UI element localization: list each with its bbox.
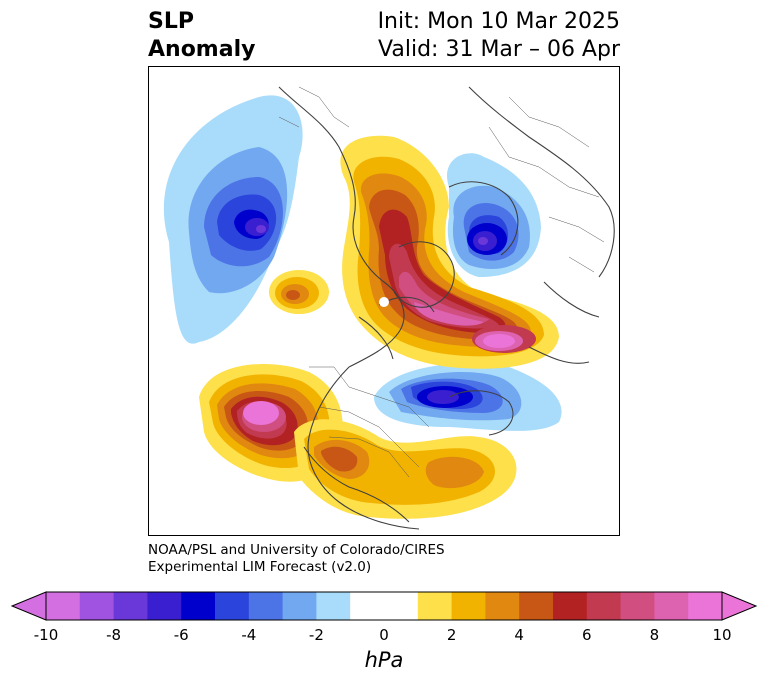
colorbar-extend-high <box>721 591 758 621</box>
colorbar-tick-label: 8 <box>649 626 660 644</box>
low-hudson <box>374 363 562 431</box>
low-europe <box>447 153 541 277</box>
colorbar-cell <box>654 592 689 620</box>
colorbar-cell <box>215 592 250 620</box>
colorbar-tick-label: 4 <box>514 626 524 644</box>
chart-title: SLP Anomaly <box>148 8 255 64</box>
credit-line1: NOAA/PSL and University of Colorado/CIRE… <box>148 542 445 558</box>
colorbar-tick-label: -10 <box>33 626 59 644</box>
colorbar-tick-label: 10 <box>712 626 732 644</box>
credit-text: NOAA/PSL and University of Colorado/CIRE… <box>148 542 445 576</box>
borders <box>278 86 605 478</box>
colorbar-cell <box>586 592 622 620</box>
colorbar-tick-label: -8 <box>106 626 122 644</box>
colorbar-cells <box>10 591 758 621</box>
low-pacific <box>163 95 303 344</box>
colorbar-cell <box>688 592 723 620</box>
colorbar-tick-label: 6 <box>582 626 592 644</box>
forecast-dates: Init: Mon 10 Mar 2025 Valid: 31 Mar – 06… <box>378 8 620 64</box>
colorbar-extend-low <box>10 591 47 621</box>
init-date: Init: Mon 10 Mar 2025 <box>377 9 620 34</box>
credit-line2: Experimental LIM Forecast (v2.0) <box>148 559 372 575</box>
colorbar-tick-label: 2 <box>446 626 457 644</box>
colorbar-cell <box>485 592 520 620</box>
colorbar-cell <box>553 592 588 620</box>
colorbar-cell <box>147 592 182 620</box>
colorbar-frame <box>45 591 723 621</box>
colorbar <box>10 591 758 621</box>
colorbar-cell <box>248 592 284 620</box>
colorbar-tick-label: -6 <box>173 626 189 644</box>
coastlines <box>278 86 615 530</box>
colorbar-cell <box>519 592 554 620</box>
colorbar-cell <box>181 592 216 620</box>
colorbar-cell <box>451 592 486 620</box>
high-small <box>269 270 329 314</box>
title-line1: SLP <box>148 9 194 34</box>
colorbar-tick-label: -4 <box>241 626 257 644</box>
colorbar-cell <box>316 592 351 620</box>
colorbar-tick-label: -2 <box>308 626 324 644</box>
colorbar-cell <box>46 592 81 620</box>
colorbar-cell <box>79 592 115 620</box>
colorbar-cell <box>282 592 317 620</box>
high-arctic <box>340 135 559 369</box>
high-europe-south <box>294 419 517 519</box>
pole-marker <box>379 297 389 307</box>
colorbar-tick-label: 0 <box>379 626 389 644</box>
colorbar-unit: hPa <box>364 648 404 672</box>
title-line2: Anomaly <box>148 37 256 62</box>
colorbar-cell <box>417 592 453 620</box>
valid-date: Valid: 31 Mar – 06 Apr <box>378 37 620 62</box>
colorbar-cell <box>350 592 385 620</box>
colorbar-cell <box>620 592 655 620</box>
colorbar-cell <box>113 592 148 620</box>
high-atlantic <box>199 364 343 482</box>
map-svg <box>163 86 615 530</box>
colorbar-cell <box>384 592 419 620</box>
anomaly-map <box>148 66 620 536</box>
